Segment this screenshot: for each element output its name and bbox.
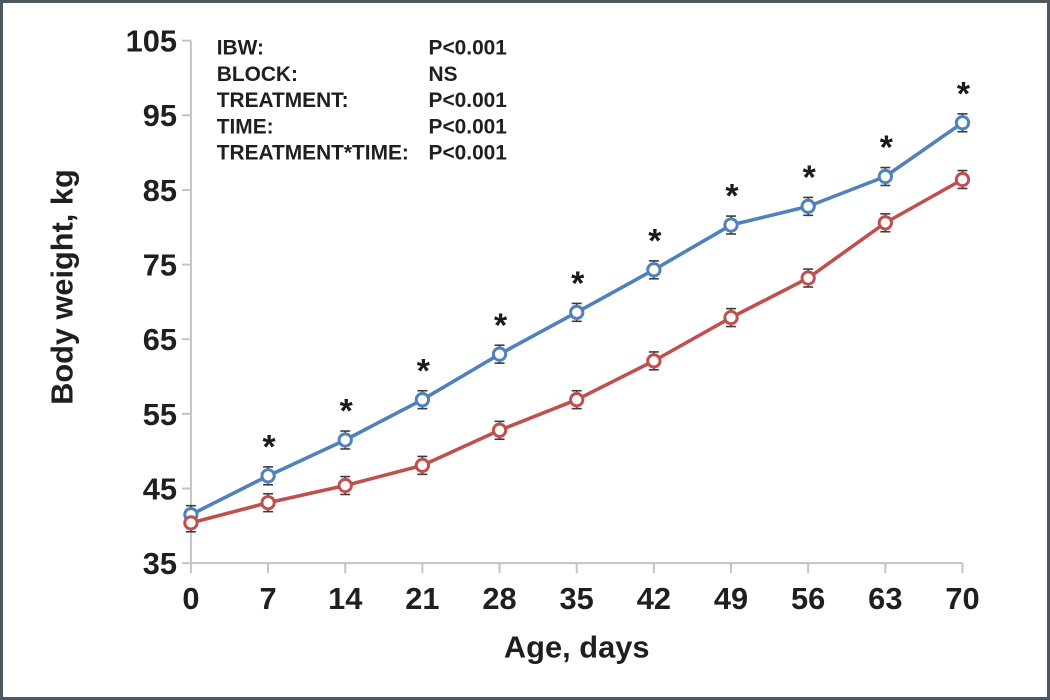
significance-asterisk: * [803, 159, 817, 197]
stats-annotation: IBW: P<0.001 BLOCK: NS TREATMENT: P<0.001 TIME… [217, 37, 508, 165]
axis-titles-layer: Age, days Body weight, kg [45, 169, 650, 664]
markers-layer [183, 115, 971, 531]
significance-asterisk: * [880, 129, 894, 167]
data-point-red [337, 477, 353, 494]
data-point-red [877, 215, 893, 231]
data-point-blue [954, 115, 971, 131]
data-point-red [569, 392, 585, 408]
y-tick-label: 75 [143, 248, 177, 283]
data-point-red [260, 495, 276, 511]
data-point-red [800, 270, 816, 286]
x-tick-label: 0 [182, 581, 199, 616]
x-tick-label: 63 [868, 581, 902, 616]
significance-asterisk: * [340, 392, 354, 430]
data-point-red [723, 309, 739, 326]
data-point-blue [414, 392, 431, 408]
significance-asterisk: * [957, 75, 971, 113]
data-point-blue [646, 262, 662, 278]
data-point-red [646, 353, 662, 369]
y-tick-label: 85 [143, 173, 177, 208]
stat-value: P<0.001 [429, 115, 508, 138]
y-axis-title: Body weight, kg [45, 169, 80, 405]
stat-label: TREATMENT: [217, 89, 349, 112]
x-tick-label: 7 [260, 581, 277, 616]
data-point-red [491, 422, 508, 438]
series-layer [189, 120, 965, 525]
y-tick-label: 65 [143, 322, 177, 357]
significance-asterisk: * [648, 222, 662, 260]
data-point-blue [877, 168, 893, 185]
x-tick-label: 28 [482, 581, 516, 616]
error-bars-layer [185, 113, 968, 533]
significance-asterisk: * [494, 306, 508, 344]
x-tick-label: 56 [791, 581, 825, 616]
stat-value: P<0.001 [429, 142, 508, 165]
stat-value: P<0.001 [429, 89, 508, 112]
y-tick-label: 95 [143, 98, 177, 133]
axes-layer: 35 45 55 65 75 85 95 105 0 7 14 21 28 35 42 49 56 63 70 [126, 24, 980, 616]
y-tick-label: 105 [126, 24, 177, 59]
stat-value: P<0.001 [429, 37, 508, 60]
y-tick-label: 55 [143, 397, 177, 432]
x-tick-label: 14 [328, 581, 362, 616]
significance-asterisk: * [417, 352, 431, 390]
data-point-blue [800, 198, 816, 215]
data-point-red [183, 515, 199, 531]
significance-layer: * * * * * * * * * * [262, 75, 970, 466]
data-point-blue [491, 346, 508, 362]
data-point-blue [723, 217, 739, 233]
data-point-red [414, 457, 431, 474]
series-line-red [189, 177, 965, 525]
x-tick-label: 42 [637, 581, 671, 616]
data-point-blue [569, 304, 585, 320]
stat-label: IBW: [217, 37, 264, 60]
x-tick-label: 49 [714, 581, 748, 616]
data-point-blue [260, 468, 276, 484]
stat-value: NS [429, 63, 458, 86]
x-tick-label: 35 [560, 581, 594, 616]
y-tick-label: 35 [143, 546, 177, 581]
significance-asterisk: * [571, 265, 585, 303]
stat-label: BLOCK: [217, 63, 298, 86]
data-point-blue [337, 432, 353, 448]
stat-label: TIME: [217, 115, 274, 138]
y-tick-label: 45 [143, 471, 177, 506]
x-axis-title: Age, days [504, 629, 650, 664]
significance-asterisk: * [725, 177, 739, 215]
data-point-red [954, 171, 971, 188]
stat-label: TREATMENT*TIME: [217, 142, 409, 165]
x-tick-label: 21 [405, 581, 439, 616]
significance-asterisk: * [262, 428, 276, 466]
x-tick-label: 70 [945, 581, 979, 616]
